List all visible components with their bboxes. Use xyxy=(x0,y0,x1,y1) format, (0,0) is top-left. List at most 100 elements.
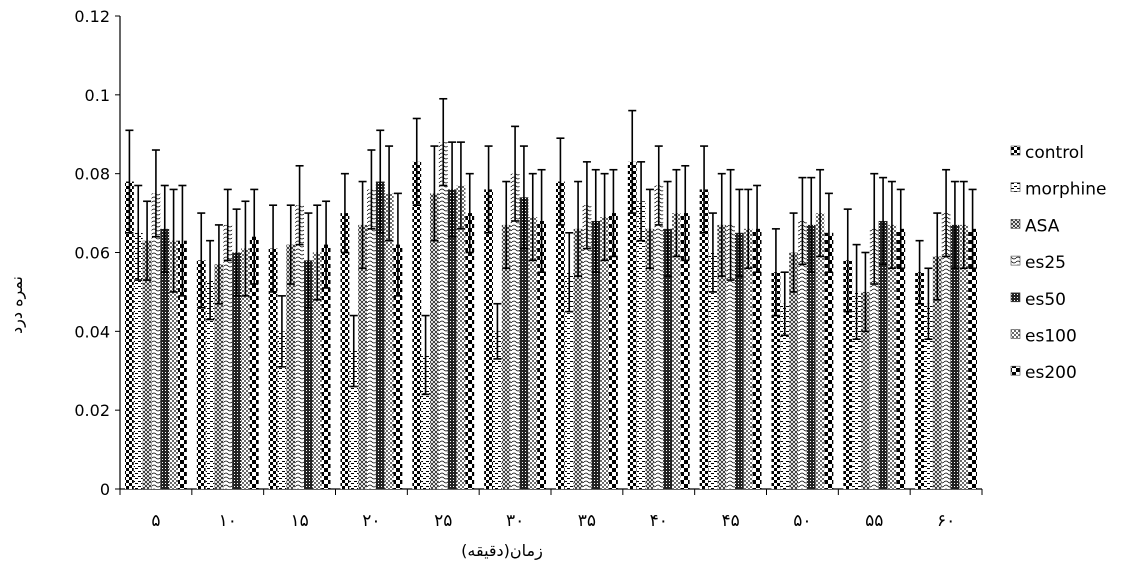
bar xyxy=(564,272,574,489)
y-tick-label: 0.08 xyxy=(74,165,110,184)
bar xyxy=(636,201,646,489)
legend-swatch xyxy=(1010,219,1021,229)
legend-label: control xyxy=(1025,143,1084,163)
bar xyxy=(591,220,601,489)
bar xyxy=(735,232,744,489)
y-tick-label: 0.02 xyxy=(74,401,110,420)
bar xyxy=(456,185,466,489)
x-tick-label: ۲۵ xyxy=(434,511,452,531)
bar xyxy=(340,213,350,490)
legend-swatch xyxy=(1010,365,1021,376)
bar xyxy=(519,197,529,490)
x-tick-label: ۴۰ xyxy=(650,511,668,531)
bar xyxy=(286,244,296,489)
bar xyxy=(160,228,170,489)
bar xyxy=(430,193,439,489)
x-tick-label: ۳۰ xyxy=(506,511,524,531)
bar xyxy=(843,260,853,489)
legend: control morphine ASA es25 es50 es100 es200 xyxy=(1010,143,1106,383)
legend-swatch xyxy=(1010,292,1021,303)
bar xyxy=(708,252,718,489)
bar xyxy=(672,213,681,490)
bar xyxy=(304,260,313,489)
bar xyxy=(556,181,565,490)
bar xyxy=(384,193,394,489)
bar xyxy=(249,236,259,489)
bar xyxy=(896,228,906,489)
bar xyxy=(349,351,359,489)
bar xyxy=(241,248,250,489)
bar xyxy=(573,228,583,489)
bar xyxy=(375,181,385,490)
bar xyxy=(223,224,233,490)
bar xyxy=(600,217,609,489)
bar xyxy=(743,228,753,489)
bar xyxy=(169,240,178,489)
y-tick-label: 0.06 xyxy=(74,244,110,263)
y-tick-label: 0 xyxy=(100,480,110,499)
legend-label: es100 xyxy=(1025,327,1077,347)
bar xyxy=(798,220,807,489)
bar xyxy=(824,232,834,489)
error-bars xyxy=(125,97,977,396)
x-tick-label: ۵ xyxy=(151,511,160,531)
x-tick-label: ۳۵ xyxy=(578,511,596,531)
bar xyxy=(663,228,672,489)
bar xyxy=(950,224,960,490)
y-tick-label: 0.04 xyxy=(74,322,110,341)
bar xyxy=(421,354,430,489)
bar xyxy=(510,173,520,489)
legend-label: ASA xyxy=(1025,216,1060,236)
bar xyxy=(393,244,403,489)
bar xyxy=(752,228,762,489)
bar xyxy=(125,181,134,490)
bar xyxy=(142,240,152,489)
bar xyxy=(806,224,816,490)
bar xyxy=(645,228,655,489)
bar xyxy=(484,189,493,489)
bar xyxy=(358,224,367,490)
bar xyxy=(932,256,942,489)
bar xyxy=(277,331,287,489)
x-axis-title: زمان(دقیقه) xyxy=(461,541,543,561)
bar xyxy=(178,240,187,489)
x-tick-label: ۶۰ xyxy=(937,511,955,531)
bar xyxy=(537,220,546,489)
bars xyxy=(125,142,977,490)
bar xyxy=(627,161,637,489)
bar xyxy=(438,142,448,489)
y-tick-label: 0.12 xyxy=(74,7,110,26)
bar xyxy=(133,232,143,489)
bar xyxy=(582,205,592,489)
bar xyxy=(465,213,475,490)
bar xyxy=(321,244,331,489)
bar xyxy=(528,217,538,489)
bar xyxy=(869,228,879,489)
bar xyxy=(501,224,511,490)
bar xyxy=(196,260,206,489)
legend-swatch xyxy=(1010,182,1021,192)
bar xyxy=(412,161,422,489)
y-axis-title: نمره درد xyxy=(7,276,27,334)
bar xyxy=(726,224,735,490)
bar xyxy=(493,331,502,489)
bar xyxy=(789,252,798,489)
bar xyxy=(887,224,897,490)
y-tick-label: 0.1 xyxy=(85,86,110,105)
bar xyxy=(852,291,861,489)
y-axis: 0 0.02 0.04 0.06 0.08 0.1 0.12 xyxy=(74,7,121,499)
bar xyxy=(680,213,690,490)
legend-label: morphine xyxy=(1025,180,1106,200)
legend-label: es50 xyxy=(1025,290,1066,310)
bar xyxy=(968,228,977,489)
bar xyxy=(699,189,709,489)
legend-label: es25 xyxy=(1025,253,1066,273)
bar xyxy=(861,291,870,489)
bar xyxy=(941,213,951,490)
bar xyxy=(915,272,924,489)
x-tick-label: ۲۰ xyxy=(362,511,380,531)
bar xyxy=(959,224,969,490)
x-tick-label: ۵۰ xyxy=(793,511,811,531)
bar xyxy=(780,303,790,489)
